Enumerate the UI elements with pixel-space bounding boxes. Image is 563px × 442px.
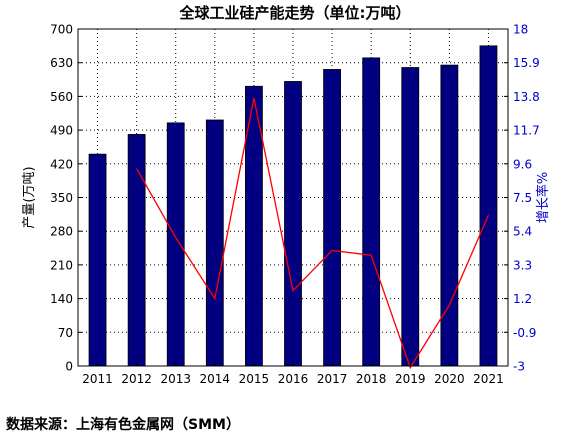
x-tick-label: 2020 [434,372,465,386]
bar [284,81,302,367]
x-tick-label: 2021 [473,372,504,386]
bar [166,122,185,367]
x-tick-label: 2017 [317,372,348,386]
y2-axis-label: 增长率% [535,172,551,223]
y2-tick-label: -3 [513,360,525,374]
x-tick-label: 2014 [200,372,231,386]
y2-tick-label: 9.6 [513,157,532,171]
y-tick-label: 560 [50,90,73,104]
bar [479,45,498,367]
y-axis-label: 产量(万吨) [22,166,37,228]
y2-tick-label: 11.7 [513,124,540,138]
y-tick-label: 350 [50,191,73,205]
x-tick-label: 2011 [82,372,113,386]
source-note: 数据来源：上海有色金属网（SMM） [6,417,240,433]
x-tick-label: 2018 [356,372,387,386]
bar [88,153,107,367]
y-tick-label: 210 [50,258,73,272]
y-tick-label: 70 [58,326,73,340]
bar [323,69,341,367]
x-tick-label: 2012 [121,372,152,386]
x-tick-label: 2015 [239,372,270,386]
bar [362,57,381,367]
y2-tick-label: 5.4 [513,225,532,239]
y-tick-label: 280 [50,225,73,239]
x-tick-label: 2013 [160,372,191,386]
bar [440,64,459,367]
y2-tick-label: 13.8 [513,90,540,104]
y2-tick-label: 15.9 [513,56,540,70]
chart-title: 全球工业硅产能走势（单位:万吨） [178,4,410,22]
y-tick-label: 0 [65,360,73,374]
y2-tick-label: 7.5 [513,191,532,205]
y2-tick-label: -0.9 [513,326,536,340]
y-tick-label: 630 [50,56,73,70]
y-tick-label: 420 [50,157,73,171]
growth-rate-line [136,97,490,370]
y-tick-label: 700 [50,23,73,37]
y2-tick-label: 3.3 [513,258,532,272]
x-tick-label: 2016 [278,372,309,386]
y-tick-label: 490 [50,124,73,138]
y2-tick-label: 1.2 [513,292,532,306]
y2-tick-label: 18 [513,23,528,37]
y-tick-label: 140 [50,292,73,306]
bar [205,119,224,367]
x-tick-label: 2019 [395,372,426,386]
bar [401,67,420,367]
